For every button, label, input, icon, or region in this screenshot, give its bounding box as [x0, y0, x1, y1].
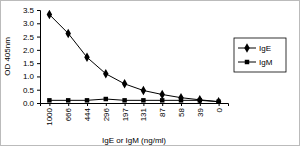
series-marker — [104, 97, 108, 101]
y-tick: 3.5 — [23, 6, 40, 15]
y-tick-label: 1.0 — [23, 72, 35, 81]
y-tick: 1.5 — [23, 59, 40, 68]
x-tick-label: 1000 — [45, 107, 54, 125]
y-tick-mark — [37, 10, 40, 11]
series-marker — [141, 98, 145, 102]
y-tick-label: 0.0 — [23, 99, 35, 108]
x-axis-title: IgE or IgM (ng/ml) — [102, 136, 166, 145]
x-axis: 1000 666 444 296 197 131 87 58 39 0 — [41, 103, 229, 126]
x-tick-label: 666 — [64, 107, 73, 121]
x-tick-label: 296 — [102, 107, 111, 121]
y-tick-label: 2.0 — [23, 46, 35, 55]
y-axis-line — [37, 11, 41, 104]
x-tick-mark — [68, 103, 69, 106]
y-tick: 1.0 — [23, 72, 40, 81]
series-line — [49, 15, 218, 102]
y-tick: 3.0 — [23, 19, 40, 28]
y-tick: 0.5 — [23, 86, 40, 95]
x-tick-mark — [162, 103, 163, 106]
legend: IgE IgM — [234, 38, 286, 72]
x-tick: 444 — [83, 103, 92, 121]
legend-marker — [245, 60, 249, 64]
x-tick: 197 — [121, 103, 130, 121]
x-tick: 39 — [196, 103, 205, 117]
x-tick: 58 — [177, 103, 186, 117]
series-marker — [197, 95, 202, 103]
series-marker — [85, 98, 89, 102]
y-axis: 0.0 0.5 1.0 1.5 2.0 2.5 3.0 3.5 — [23, 6, 41, 108]
y-tick: 2.0 — [23, 46, 40, 55]
series-marker — [122, 79, 127, 88]
legend-label: IgE — [259, 44, 271, 53]
series-marker — [65, 29, 70, 38]
y-tick-mark — [37, 63, 40, 64]
y-tick-label: 3.0 — [23, 19, 35, 28]
y-tick: 2.5 — [23, 33, 40, 42]
x-tick: 0 — [215, 103, 224, 112]
x-tick-mark — [87, 103, 88, 106]
x-tick: 131 — [139, 103, 148, 121]
x-tick-label: 197 — [121, 107, 130, 121]
y-axis-title: OD 405nm — [3, 37, 12, 76]
y-tick-mark — [37, 50, 40, 51]
series-marker — [66, 98, 70, 102]
series-marker — [216, 99, 220, 103]
x-tick-label: 131 — [139, 107, 148, 121]
series-marker — [179, 98, 183, 102]
series-marker — [178, 93, 183, 102]
x-axis-line — [41, 104, 229, 107]
x-tick: 1000 — [45, 103, 54, 126]
y-tick-label: 3.5 — [23, 6, 35, 15]
chart-frame — [1, 1, 300, 146]
series-marker — [47, 10, 52, 19]
marks — [47, 10, 222, 103]
series-marker — [216, 97, 221, 103]
series-marker — [141, 86, 146, 95]
chart: 0.0 0.5 1.0 1.5 2.0 2.5 3.0 3.5 1000 666 444 296 197… — [0, 0, 300, 146]
x-tick-label: 87 — [158, 107, 167, 116]
x-tick-mark — [219, 103, 220, 106]
legend-label: IgM — [259, 58, 273, 67]
y-tick-mark — [37, 103, 40, 104]
x-tick-mark — [106, 103, 107, 106]
plot: 0.0 0.5 1.0 1.5 2.0 2.5 3.0 3.5 1000 666 444 296 197… — [23, 6, 229, 126]
x-tick-label: 39 — [196, 107, 205, 116]
y-tick-label: 1.5 — [23, 59, 35, 68]
x-tick-mark — [181, 103, 182, 106]
y-tick-mark — [37, 90, 40, 91]
x-tick-mark — [49, 103, 50, 106]
series-marker — [159, 90, 164, 99]
series-marker — [84, 53, 89, 62]
series-marker — [47, 98, 51, 102]
x-tick-mark — [143, 103, 144, 106]
y-tick: 0.0 — [23, 99, 40, 108]
x-tick-label: 444 — [83, 107, 92, 121]
x-tick: 666 — [64, 103, 73, 121]
legend-marker — [244, 43, 249, 52]
series-marker — [198, 98, 202, 102]
y-tick-mark — [37, 37, 40, 38]
x-tick-mark — [125, 103, 126, 106]
x-tick: 296 — [102, 103, 111, 121]
y-tick-label: 0.5 — [23, 86, 35, 95]
series-line — [49, 99, 218, 102]
series-marker — [160, 98, 164, 102]
y-tick-mark — [37, 76, 40, 77]
x-tick: 87 — [158, 103, 167, 117]
x-tick-label: 58 — [177, 107, 186, 116]
y-tick-mark — [37, 23, 40, 24]
series-marker — [122, 98, 126, 102]
legend-box — [234, 38, 286, 72]
x-tick-label: 0 — [215, 107, 224, 112]
y-tick-label: 2.5 — [23, 33, 35, 42]
x-tick-mark — [200, 103, 201, 106]
series-marker — [103, 69, 108, 78]
